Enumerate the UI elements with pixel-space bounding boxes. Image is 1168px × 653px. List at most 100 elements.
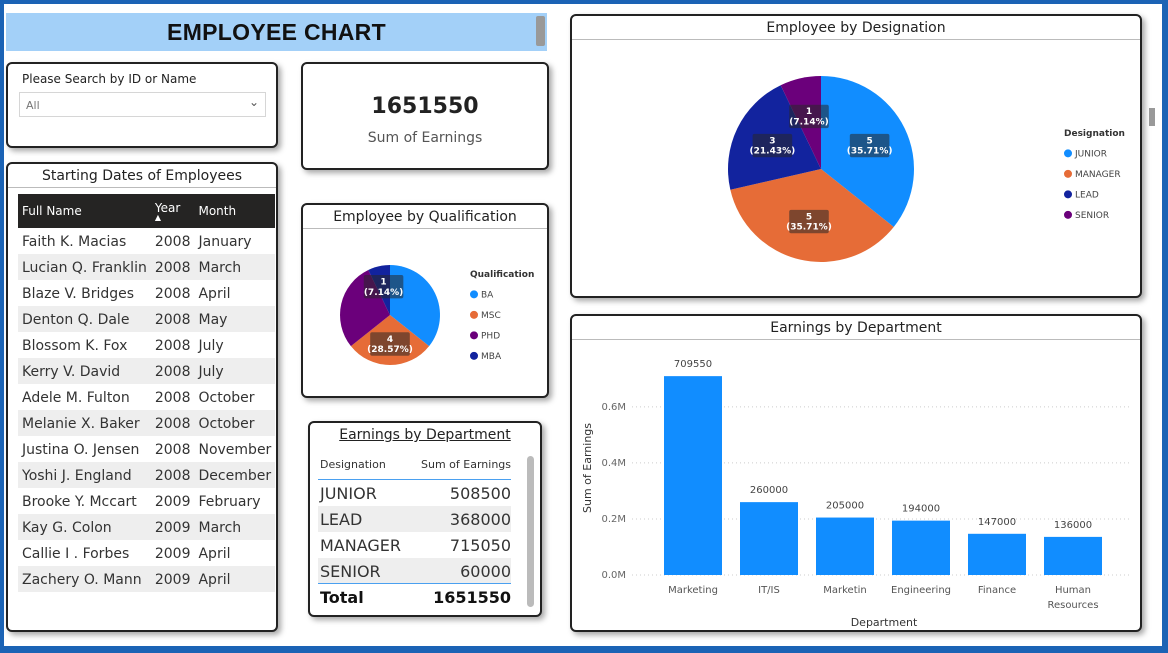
column-header-month[interactable]: Month	[194, 194, 276, 228]
cell-full-name: Justina O. Jensen	[22, 441, 140, 458]
cell-full-name: Zachery O. Mann	[18, 566, 151, 592]
legend-item-senior[interactable]: SENIOR	[1075, 211, 1109, 221]
table-row[interactable]: Justina O. Jensen 2008 November	[18, 436, 275, 462]
cell-sum-of-earnings: 508500	[449, 484, 511, 504]
chevron-down-icon[interactable]: ⌄	[248, 95, 259, 109]
bar-finance[interactable]	[968, 533, 1026, 575]
cell-month: January	[198, 233, 252, 250]
table-row[interactable]: Kerry V. David 2008 July	[18, 358, 276, 384]
column-header-full-name[interactable]: Full Name	[18, 194, 151, 228]
qualification-chart-card: Employee by Qualification 4 (28.57%) 1 (7.1…	[301, 203, 549, 398]
legend-marker-senior	[1064, 210, 1072, 219]
cell-full-name: Kerry V. David	[18, 358, 151, 384]
cell-designation: LEAD	[318, 505, 410, 532]
bar-marketin[interactable]	[816, 517, 874, 575]
legend-item-ba[interactable]: BA	[481, 291, 494, 301]
table-row[interactable]: Adele M. Fulton 2008 October	[18, 384, 275, 410]
legend-item-lead[interactable]: LEAD	[1075, 191, 1099, 201]
page-title: EMPLOYEE CHART	[6, 13, 547, 51]
table-row[interactable]: Brooke Y. Mccart 2009 February	[18, 488, 275, 514]
cell-month: March	[194, 254, 276, 280]
table-row[interactable]: Faith K. Macias 2008 January	[18, 228, 275, 254]
data-label: (35.71%)	[847, 147, 893, 157]
legend-marker-junior	[1064, 149, 1072, 158]
cell-year: 2008	[150, 410, 195, 436]
cell-year: 2008	[154, 389, 191, 406]
sort-ascending-icon: ▲	[154, 213, 161, 222]
cell-month: April	[198, 285, 231, 302]
table-row[interactable]: Lucian Q. Franklin 2008 March	[18, 254, 276, 280]
y-tick-label: 0.2M	[601, 514, 626, 525]
legend-title: Qualification	[470, 270, 534, 280]
designation-chart-title: Employee by Designation	[572, 16, 1140, 40]
column-header-sum-of-earnings[interactable]: Sum of Earnings	[409, 451, 511, 480]
cell-year: 2009	[150, 514, 195, 540]
cell-month: July	[194, 358, 276, 384]
cell-month: December	[194, 462, 276, 488]
table-row[interactable]: Blossom K. Fox 2008 July	[18, 332, 275, 358]
y-axis-label: Sum of Earnings	[581, 423, 594, 513]
cell-full-name: Brooke Y. Mccart	[22, 493, 137, 510]
earnings-table: Designation Sum of Earnings JUNIOR 508500…	[318, 451, 511, 610]
data-label-bg	[849, 133, 890, 158]
table-row[interactable]: MANAGER 715050	[318, 532, 511, 558]
legend-marker-manager	[1064, 169, 1072, 178]
bar-value-label: 194000	[902, 504, 940, 515]
legend-item-junior[interactable]: JUNIOR	[1074, 150, 1107, 160]
department-chart-card: Earnings by Department 0.0M 0.2M 0.4M 0.6M 7…	[570, 314, 1142, 632]
cell-full-name: Lucian Q. Franklin	[18, 254, 151, 280]
cell-year: 2008	[154, 285, 191, 302]
data-label-bg	[789, 104, 829, 129]
column-header-year[interactable]: Year ▲	[150, 194, 195, 228]
cell-designation: SENIOR	[318, 557, 410, 584]
legend-item-mba[interactable]: MBA	[481, 352, 502, 362]
department-bar-chart: 0.0M 0.2M 0.4M 0.6M 709550 Marketing 260000 IT/…	[581, 359, 1132, 629]
table-row[interactable]: Blaze V. Bridges 2008 April	[18, 280, 275, 306]
data-label: (21.43%)	[750, 147, 796, 157]
starting-dates-table: Full Name Year ▲ Month Faith K. Macias 200…	[18, 194, 276, 592]
search-label: Please Search by ID or Name	[22, 72, 197, 86]
earnings-table-scrollbar[interactable]	[527, 456, 534, 607]
table-header-row: Designation Sum of Earnings	[318, 451, 511, 480]
table-row[interactable]: Kay G. Colon 2009 March	[18, 514, 276, 540]
data-label-bg	[789, 209, 829, 234]
table-row[interactable]: Melanie X. Baker 2008 October	[18, 410, 276, 436]
data-label: 5	[866, 136, 872, 146]
x-axis-label: Department	[851, 616, 918, 629]
cell-full-name: Blaze V. Bridges	[22, 285, 135, 302]
cell-year: 2008	[154, 233, 191, 250]
data-label-bg	[363, 275, 404, 299]
title-scrollbar[interactable]	[536, 16, 545, 46]
legend-item-phd[interactable]: PHD	[481, 332, 500, 342]
qualification-chart-title: Employee by Qualification	[303, 205, 547, 229]
table-row[interactable]: JUNIOR 508500	[318, 480, 511, 506]
legend-item-msc[interactable]: MSC	[481, 311, 501, 321]
bar-it-is[interactable]	[740, 502, 798, 575]
page-scrollbar[interactable]	[1149, 108, 1155, 126]
cell-sum-of-earnings: 368000	[409, 505, 511, 532]
legend-marker-msc	[470, 310, 478, 319]
x-tick-label: Marketing	[668, 585, 718, 596]
table-row[interactable]: LEAD 368000	[318, 505, 511, 532]
cell-year: 2008	[150, 358, 195, 384]
bar-human-resources[interactable]	[1044, 536, 1102, 575]
cell-full-name: Kay G. Colon	[18, 514, 151, 540]
column-header-designation[interactable]: Designation	[318, 451, 410, 480]
designation-pie-chart: 5(35.71%)5(35.71%)3(21.43%)1(7.14%)Desig…	[728, 76, 1125, 262]
table-row[interactable]: SENIOR 60000	[318, 557, 511, 584]
legend-item-manager[interactable]: MANAGER	[1075, 170, 1121, 180]
cell-year: 2008	[154, 441, 191, 458]
data-label: 3	[769, 136, 775, 146]
department-chart-title: Earnings by Department	[572, 316, 1140, 340]
pie-slice-phd[interactable]	[340, 269, 390, 347]
table-row[interactable]: Callie I . Forbes 2009 April	[18, 540, 275, 566]
bar-value-label: 205000	[826, 501, 864, 512]
table-row[interactable]: Denton Q. Dale 2008 May	[18, 306, 276, 332]
bar-engineering[interactable]	[892, 520, 950, 575]
search-dropdown[interactable]: All ⌄	[19, 92, 266, 117]
cell-designation: MANAGER	[320, 536, 402, 555]
bar-marketing[interactable]	[664, 376, 722, 575]
table-row[interactable]: Zachery O. Mann 2009 April	[18, 566, 276, 592]
cell-full-name: Melanie X. Baker	[18, 410, 151, 436]
table-row[interactable]: Yoshi J. England 2008 December	[18, 462, 276, 488]
